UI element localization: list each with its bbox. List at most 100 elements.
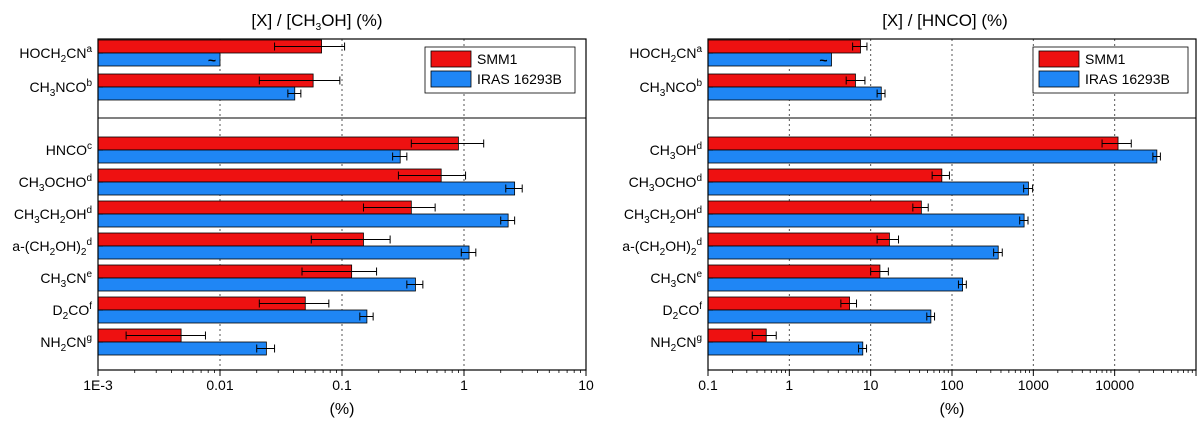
- category-label-part: CH: [624, 206, 644, 222]
- legend-swatch: [430, 70, 472, 88]
- bar-iras: [97, 309, 368, 324]
- category-label-part: NCO: [55, 79, 86, 95]
- category-label: HOCH2CNa: [19, 44, 92, 65]
- x-tick-label: 1: [785, 377, 793, 393]
- category-label-part: 2: [670, 215, 676, 226]
- bar-iras: [97, 86, 296, 101]
- category-label-part: HOCH: [629, 45, 670, 61]
- category-label-part: CN: [66, 45, 86, 61]
- bar-smm1: [707, 39, 861, 54]
- chart-title-part: [X] / [CH: [251, 11, 315, 30]
- chart-panel-hnco-ratio: [X] / [HNCO] (%)~HOCH2CNaCH3NCObCH3OHdCH…: [622, 11, 1197, 418]
- category-label-part: 3: [644, 215, 650, 226]
- chart-panel-methanol-ratio: [X] / [CH3OH] (%)~HOCH2CNaCH3NCObHNCOcCH…: [12, 11, 594, 418]
- category-label-part: CH: [40, 270, 60, 286]
- category-label-part: d: [86, 205, 92, 216]
- bar-iras: [707, 341, 864, 356]
- category-label-part: d: [696, 141, 702, 152]
- x-tick-label: 10: [578, 377, 594, 393]
- chart-title: [X] / [CH3OH] (%): [251, 11, 382, 33]
- category-label-part: OCHO: [654, 174, 696, 190]
- category-label-part: 2: [50, 247, 56, 258]
- category-label-part: CH: [40, 206, 60, 222]
- bar-smm1: [707, 136, 1119, 151]
- category-label-part: OH): [55, 238, 81, 254]
- x-tick-label: 10: [863, 377, 879, 393]
- category-label-part: CH: [30, 79, 50, 95]
- category-label-part: 3: [649, 183, 655, 194]
- category-label: HOCH2CNa: [629, 44, 702, 65]
- category-label-part: 2: [81, 247, 87, 258]
- category-label-part: 2: [61, 54, 67, 65]
- category-label-part: d: [86, 173, 92, 184]
- bar-iras: [97, 181, 516, 196]
- bar-iras: [707, 309, 932, 324]
- category-label-part: CN: [676, 270, 696, 286]
- legend-label: IRAS 16293B: [1085, 71, 1170, 87]
- legend: SMM1 IRAS 16293B: [424, 46, 576, 94]
- bar-smm1: [97, 168, 442, 183]
- category-label-part: 3: [61, 279, 67, 290]
- bar-smm1: [707, 296, 850, 311]
- x-axis-label: (%): [940, 401, 965, 418]
- category-label-part: 2: [61, 343, 67, 354]
- category-label-part: d: [86, 237, 92, 248]
- legend-label: IRAS 16293B: [477, 71, 562, 87]
- category-label-part: CH: [650, 206, 670, 222]
- x-tick-label: 0.01: [206, 377, 233, 393]
- bar-smm1: [707, 200, 922, 215]
- category-label: CH3OHd: [650, 141, 702, 162]
- bar-iras: [97, 52, 221, 67]
- bar-iras: [707, 86, 882, 101]
- category-label-part: CN: [66, 334, 86, 350]
- chart-title-part: OH] (%): [321, 11, 382, 30]
- x-tick-label: 100: [940, 377, 964, 393]
- category-label-part: NCO: [665, 79, 696, 95]
- category-label-part: 2: [673, 311, 679, 322]
- category-label-part: a-(CH: [622, 238, 659, 254]
- bar-smm1: [707, 232, 890, 247]
- category-label: D2COf: [663, 301, 703, 322]
- legend: SMM1 IRAS 16293B: [1032, 46, 1189, 94]
- x-tick-label: 1: [460, 377, 468, 393]
- legend-swatch: [430, 50, 472, 68]
- category-label-part: 3: [660, 88, 666, 99]
- category-label-part: OCHO: [44, 174, 86, 190]
- category-label-part: CO: [678, 302, 699, 318]
- approx-mark: ~: [819, 52, 827, 68]
- category-label-part: 3: [671, 279, 677, 290]
- category-label-part: CH: [650, 142, 670, 158]
- bar-smm1: [707, 264, 881, 279]
- category-label-part: CH: [19, 174, 39, 190]
- category-label: a-(CH2OH)2d: [12, 237, 92, 258]
- category-label-part: 3: [50, 88, 56, 99]
- x-axis-label: (%): [330, 401, 355, 418]
- category-label-part: e: [86, 269, 92, 280]
- category-label-part: a-(CH: [12, 238, 49, 254]
- legend-label: SMM1: [477, 51, 518, 67]
- category-label-part: NH: [40, 334, 60, 350]
- category-label: NH2CNg: [650, 333, 702, 354]
- bar-iras: [97, 245, 470, 260]
- bar-iras: [707, 277, 964, 292]
- bar-iras: [97, 341, 267, 356]
- category-label-part: CN: [66, 270, 86, 286]
- category-label-part: 2: [671, 343, 677, 354]
- category-label: CH3NCOb: [30, 78, 93, 99]
- category-label: CH3CH2OHd: [624, 205, 702, 226]
- category-label-part: CO: [68, 302, 89, 318]
- category-label-part: CH: [629, 174, 649, 190]
- x-tick-label: 1E-3: [83, 377, 113, 393]
- category-label: CH3NCOb: [640, 78, 703, 99]
- legend-swatch: [1038, 50, 1080, 68]
- category-label-part: f: [699, 301, 702, 312]
- category-label: D2COf: [53, 301, 93, 322]
- category-label-part: f: [89, 301, 92, 312]
- category-label-part: CN: [676, 45, 696, 61]
- category-label-part: g: [86, 333, 92, 344]
- category-label-part: 2: [63, 311, 69, 322]
- category-label-part: OH: [675, 206, 696, 222]
- bar-iras: [97, 213, 509, 228]
- legend-label: SMM1: [1085, 51, 1126, 67]
- category-label-part: OH: [65, 206, 86, 222]
